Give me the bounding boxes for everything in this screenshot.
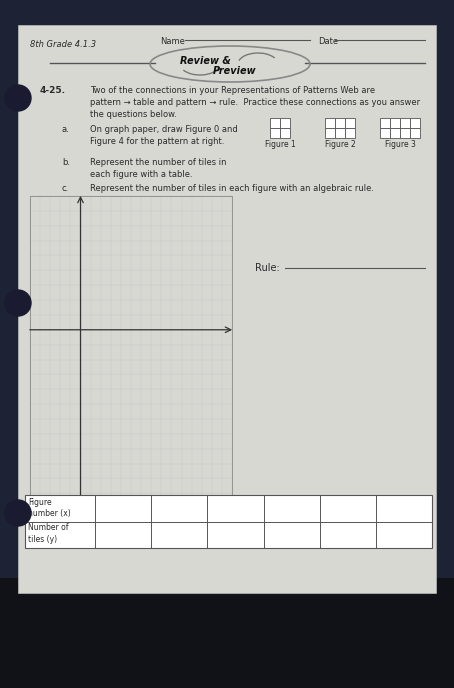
Bar [30, 196, 232, 523]
Text: Figure 4 for the pattern at right.: Figure 4 for the pattern at right. [90, 137, 224, 146]
Bar [390, 118, 400, 128]
Text: Two of the connections in your Representations of Patterns Web are: Two of the connections in your Represent… [90, 86, 375, 95]
Text: tiles (y): tiles (y) [28, 535, 57, 544]
Circle shape [5, 500, 31, 526]
Text: Represent the number of tiles in each figure with an algebraic rule.: Represent the number of tiles in each fi… [90, 184, 374, 193]
Bar [325, 128, 335, 138]
Text: On graph paper, draw Figure 0 and: On graph paper, draw Figure 0 and [90, 125, 238, 134]
Text: a.: a. [62, 125, 70, 134]
Bar [335, 118, 345, 128]
Text: Rule:: Rule: [255, 263, 280, 273]
Text: Figure 2: Figure 2 [325, 140, 355, 149]
Text: 8th Grade 4.1.3: 8th Grade 4.1.3 [30, 40, 96, 49]
Bar [400, 128, 410, 138]
Text: the questions below.: the questions below. [90, 110, 177, 119]
Text: c.: c. [62, 184, 69, 193]
Bar [325, 118, 335, 128]
Bar [25, 495, 432, 548]
Bar [18, 25, 436, 593]
Bar [270, 118, 280, 128]
Bar [380, 118, 390, 128]
Bar [270, 128, 280, 138]
Circle shape [5, 85, 31, 111]
Text: pattern → table and pattern → rule.  Practice these connections as you answer: pattern → table and pattern → rule. Prac… [90, 98, 420, 107]
Bar [410, 128, 420, 138]
Bar [390, 128, 400, 138]
Text: Figure 3: Figure 3 [385, 140, 415, 149]
Text: Figure: Figure [28, 498, 52, 507]
Bar [410, 118, 420, 128]
Bar [345, 128, 355, 138]
Text: Number of: Number of [28, 524, 69, 533]
Text: Figure 1: Figure 1 [265, 140, 296, 149]
Text: number (x): number (x) [28, 509, 71, 518]
Text: b.: b. [62, 158, 70, 167]
Text: 4-25.: 4-25. [40, 86, 66, 95]
Text: each figure with a table.: each figure with a table. [90, 170, 192, 179]
Circle shape [5, 290, 31, 316]
Bar [280, 118, 290, 128]
Bar [400, 118, 410, 128]
Text: Name: Name [160, 37, 185, 46]
Text: Represent the number of tiles in: Represent the number of tiles in [90, 158, 227, 167]
Text: Preview: Preview [213, 66, 257, 76]
Bar [380, 128, 390, 138]
Bar [280, 128, 290, 138]
Bar [345, 118, 355, 128]
Bar [335, 128, 345, 138]
Text: Date: Date [318, 37, 338, 46]
Text: Review &: Review & [180, 56, 231, 66]
Bar [0, 578, 454, 688]
